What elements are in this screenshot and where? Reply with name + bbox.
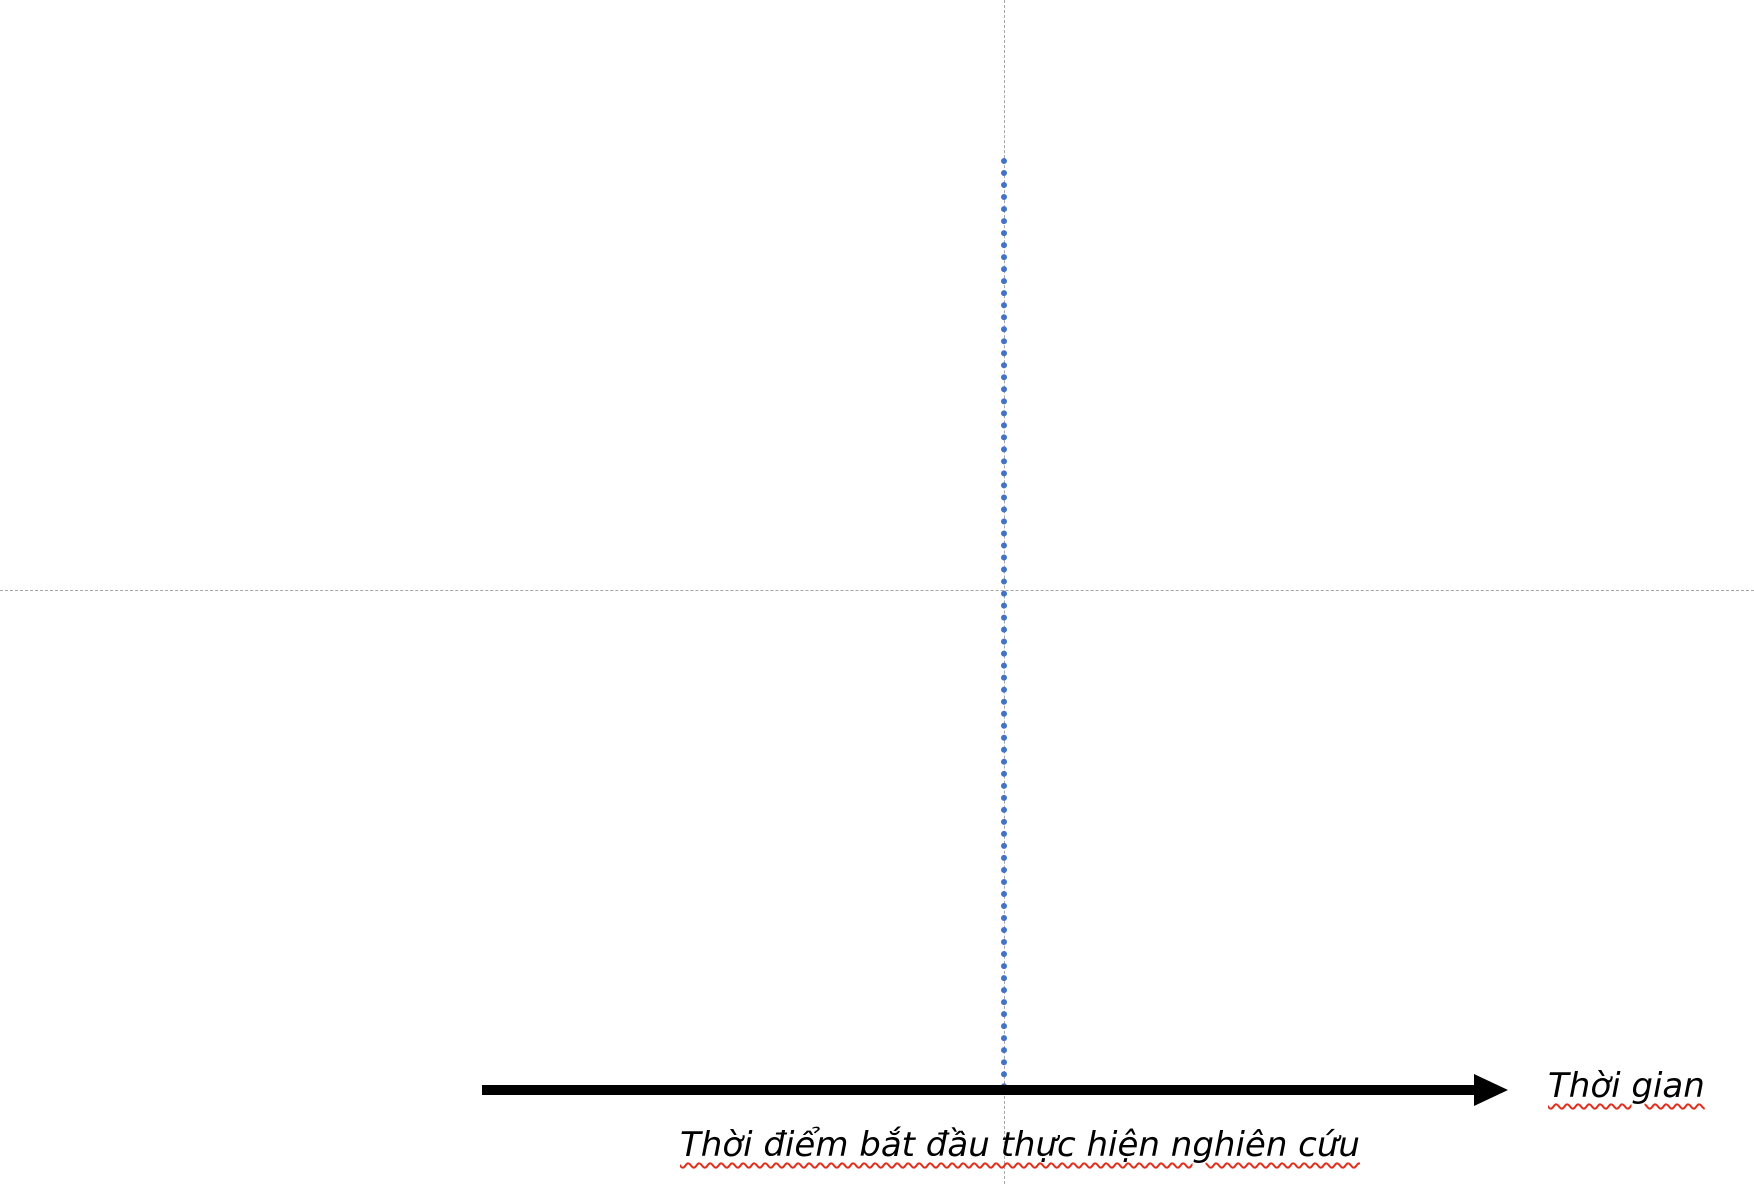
study-start-label: Thời điểm bắt đầu thực hiện nghiên cứu: [680, 1125, 1360, 1165]
horizontal-guide-line: [0, 590, 1754, 591]
study-start-marker-line: [1001, 158, 1007, 1090]
time-axis-arrowhead: [1474, 1074, 1508, 1106]
time-axis-line: [482, 1085, 1477, 1095]
time-axis-label: Thời gian: [1548, 1066, 1705, 1106]
